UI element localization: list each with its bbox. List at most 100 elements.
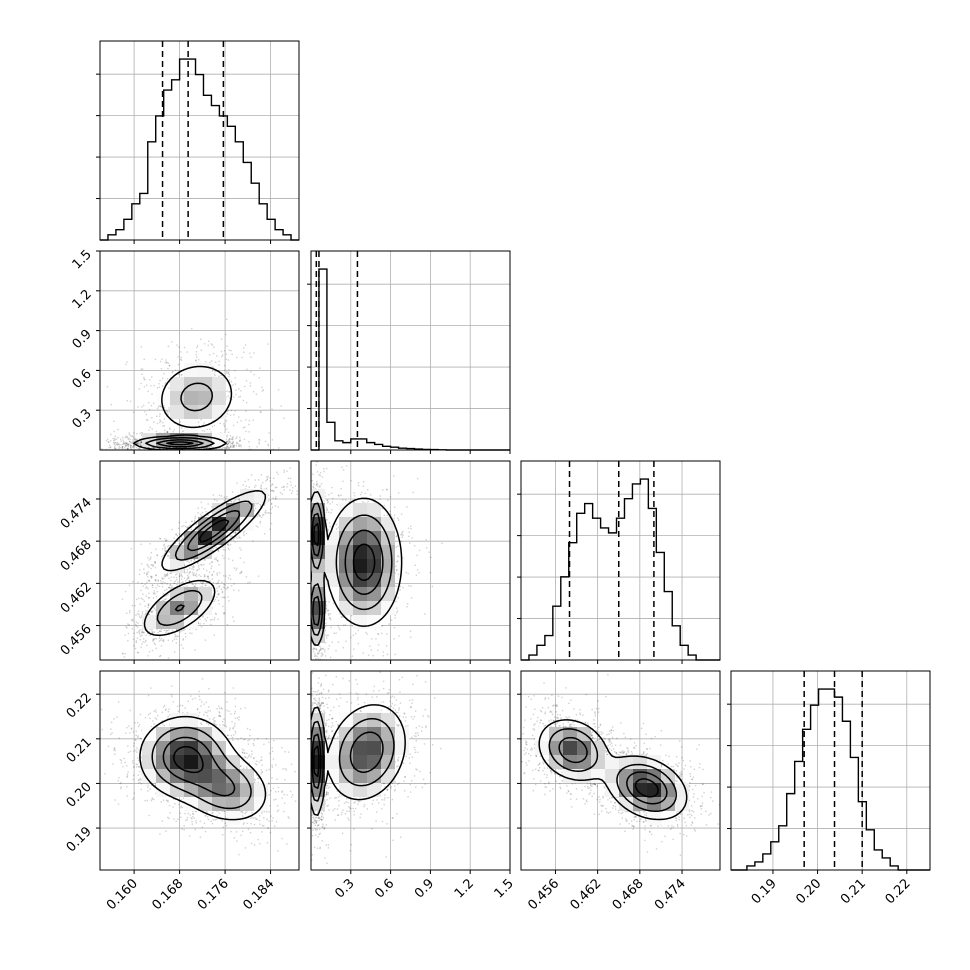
histogram-panel-1 — [307, 250, 511, 451]
density-cell — [325, 545, 339, 559]
density-cell — [591, 755, 605, 769]
density-cell — [184, 531, 198, 545]
density-cell — [184, 783, 198, 797]
x-tick-label: 0.462 — [568, 876, 605, 913]
histogram-panel-3 — [727, 670, 931, 871]
density-cell — [184, 419, 198, 433]
density-cell — [367, 503, 381, 517]
histogram-step — [100, 58, 299, 241]
panel-frame — [99, 40, 300, 241]
density-cell — [339, 601, 353, 615]
panel-frame — [310, 250, 511, 451]
y-tick-label: 0.21 — [64, 735, 95, 766]
x-tick-label: 0.6 — [372, 876, 397, 901]
density-cell — [170, 391, 184, 405]
density-cell — [142, 769, 156, 783]
contour-line — [313, 745, 320, 778]
x-tick-label: 0.22 — [883, 876, 914, 907]
density-cell — [647, 811, 661, 825]
density-cell — [619, 797, 633, 811]
density-cell — [198, 769, 212, 783]
density-cell — [156, 741, 170, 755]
density-cell — [198, 755, 212, 769]
y-tick-label: 1.5 — [70, 247, 95, 272]
density-cell — [240, 503, 254, 517]
x-tick-label: 0.160 — [104, 876, 141, 913]
histogram-panel-0 — [96, 40, 300, 241]
y-tick-label: 0.19 — [64, 824, 95, 855]
density-cell — [339, 755, 353, 769]
x-tick-label: 0.20 — [793, 876, 824, 907]
density-cell — [367, 741, 381, 755]
density-cell — [325, 755, 339, 769]
x-tick-label: 0.474 — [652, 876, 689, 913]
density-cell — [212, 377, 226, 391]
panel-frame — [99, 670, 300, 871]
density-cell — [339, 713, 353, 727]
panel-frame — [310, 670, 511, 871]
panel-body — [100, 671, 299, 870]
x-tick-label: 0.184 — [240, 876, 277, 913]
scatter-panel-3-0 — [99, 670, 300, 871]
contour-line — [311, 731, 384, 789]
density-cell — [395, 727, 409, 741]
density-cell — [156, 727, 170, 741]
x-tick-label: 1.5 — [492, 876, 517, 901]
density-cell — [367, 713, 381, 727]
contour-line — [313, 522, 376, 581]
density-cell — [198, 797, 212, 811]
contour-line — [162, 736, 236, 797]
density-cell — [212, 769, 226, 783]
y-tick-label: 0.462 — [58, 580, 95, 617]
density-cell — [198, 517, 212, 531]
density-cell — [661, 769, 675, 783]
density-cell — [240, 797, 254, 811]
density-cell — [170, 713, 184, 727]
y-tick-label: 0.468 — [58, 537, 95, 574]
panel-frame — [99, 250, 300, 451]
density-cell — [311, 573, 325, 587]
density-cell — [156, 769, 170, 783]
density-cell — [381, 727, 395, 741]
contour-line — [548, 728, 677, 813]
density-cell — [353, 783, 367, 797]
density-cell — [367, 755, 381, 769]
density-cell — [226, 811, 240, 825]
density-cell — [198, 405, 212, 419]
scatter-points — [121, 465, 299, 659]
density-cell — [661, 797, 675, 811]
density-cell — [605, 769, 619, 783]
density-cell — [577, 755, 591, 769]
density-cell — [170, 741, 184, 755]
density-cell — [198, 601, 212, 615]
contour-line — [133, 365, 233, 450]
density-cell — [339, 517, 353, 531]
density-cell — [212, 391, 226, 405]
density-cell — [184, 391, 198, 405]
density-cell — [605, 783, 619, 797]
x-tick-label: 0.19 — [749, 876, 780, 907]
density-cell — [170, 559, 184, 573]
density-cell — [184, 713, 198, 727]
density-cell — [212, 405, 226, 419]
scatter-panel-2-0 — [99, 460, 300, 661]
x-tick-label: 0.21 — [838, 876, 869, 907]
density-cell — [633, 769, 647, 783]
density-cell — [647, 783, 661, 797]
y-tick-label: 0.3 — [70, 406, 95, 431]
density-cell — [184, 545, 198, 559]
density-cell — [605, 755, 619, 769]
x-axis-3: 0.19 0.20 0.21 0.22 — [749, 870, 914, 907]
y-tick-label: 0.9 — [70, 327, 95, 352]
density-cell — [325, 559, 339, 573]
panel-body — [100, 251, 299, 450]
density-cell — [226, 783, 240, 797]
density-cell — [619, 783, 633, 797]
density-cell — [184, 755, 198, 769]
density-cell — [339, 503, 353, 517]
y-tick-label: 1.2 — [70, 287, 95, 312]
density-cell — [184, 601, 198, 615]
contour-line — [156, 439, 204, 448]
density-cell — [381, 573, 395, 587]
density-cell — [156, 755, 170, 769]
